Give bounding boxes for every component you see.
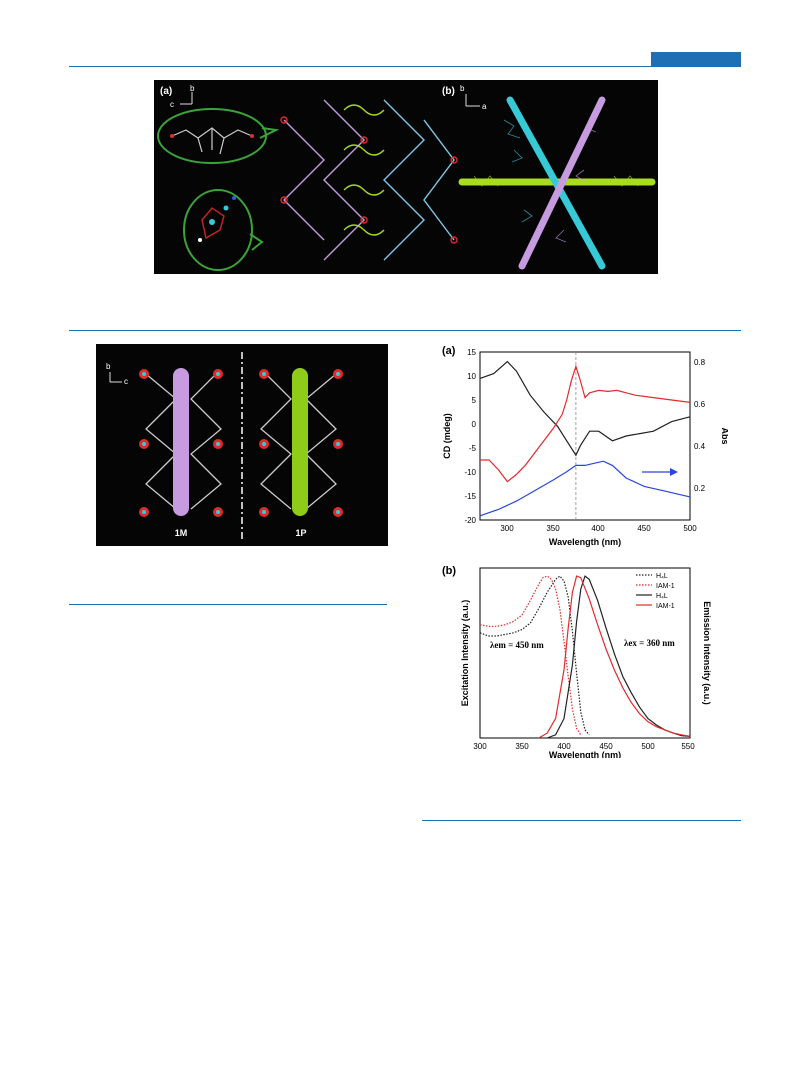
channel-rods [458, 96, 656, 270]
ligand-molecule [170, 127, 254, 155]
chart-a-ytick: 15 [467, 348, 476, 357]
chart-b-xtick: 450 [599, 742, 613, 751]
label-1p: 1P [295, 528, 306, 538]
chart-b-xtick: 300 [473, 742, 487, 751]
axis-indicator-b [465, 94, 480, 107]
chart-b-frame [479, 567, 691, 739]
chart-a-frame [479, 351, 691, 521]
chart-b-series-iam1-emission [538, 575, 691, 739]
legend-item: H₄L [656, 593, 668, 600]
axis-label-a: a [482, 102, 487, 111]
chart-a-xlabel: Wavelength (nm) [549, 537, 621, 547]
rod-1p [292, 368, 308, 516]
chart-b-ylabel: Excitation Intensity (a.u.) [460, 600, 470, 707]
chart-a-ylabel: CD (mdeg) [442, 413, 452, 459]
chart-b-annotation-right: λex = 360 nm [624, 638, 675, 648]
chart-b-xtick: 400 [557, 742, 571, 751]
chart-b-ylabel-right: Emission Intensity (a.u.) [702, 601, 712, 705]
helix-1p [260, 373, 337, 510]
chart-a-ytick: 0 [472, 420, 477, 429]
section-rule-top [69, 330, 741, 331]
chart-a-ytick-right: 0.6 [694, 400, 706, 409]
cd-spectrum-chart: (a) 300 350 400 450 500 -20 -15 -10 -5 0… [442, 345, 728, 547]
chart-a-xtick: 300 [500, 524, 514, 533]
chart-b-legend: H₄L IAM-1 H₄L IAM-1 [636, 573, 675, 610]
axis-label-b-2: b [460, 84, 465, 93]
channel-framework [473, 119, 639, 243]
chart-a-ytick: 10 [467, 372, 476, 381]
chart-b-xlabel: Wavelength (nm) [549, 750, 621, 758]
chart-b-xtick: 550 [681, 742, 695, 751]
helix-1m [145, 373, 222, 510]
luminescence-chart: (b) 300 350 400 450 500 550 Wavelength (… [442, 565, 712, 758]
chart-a-ylabel-right: Abs [720, 427, 728, 444]
chart-a-arrow [642, 468, 678, 476]
chart-b-xtick: 350 [515, 742, 529, 751]
chart-a-xtick: 450 [637, 524, 651, 533]
framework-lattice [280, 99, 458, 261]
clusters-1p [259, 369, 343, 517]
clusters-1m [139, 369, 223, 517]
axis-label-b-3: b [106, 362, 111, 371]
chart-a-ytick: -15 [464, 492, 476, 501]
helix-figure-2: b c 1M 1P [96, 344, 388, 546]
chart-a-ytick-right: 0.8 [694, 358, 706, 367]
axis-indicator-a [180, 92, 193, 105]
chart-a-y-ticks: -20 -15 -10 -5 0 5 10 15 [464, 348, 476, 525]
structure-figure-1: (a) b c [154, 80, 658, 274]
callout-cluster [183, 189, 253, 271]
chart-b-panel-label: (b) [442, 565, 456, 577]
chart-a-ytick: -10 [464, 468, 476, 477]
chart-a-ytick: 5 [472, 396, 477, 405]
metal-cluster [198, 196, 236, 242]
chart-b-x-ticks: 300 350 400 450 500 550 [473, 742, 695, 751]
chart-a-panel-label: (a) [442, 345, 456, 357]
chart-a-x-ticks: 300 350 400 450 500 [500, 524, 697, 533]
chart-a-ytick-right: 0.2 [694, 484, 706, 493]
chart-b-series-iam1-excitation [479, 575, 582, 736]
panel-b-label: (b) [442, 86, 455, 97]
chart-a-y-ticks-right: 0.2 0.4 0.6 0.8 [694, 358, 706, 493]
label-1m: 1M [175, 528, 188, 538]
chart-a-series-black [479, 360, 691, 457]
chart-b-xtick: 500 [641, 742, 655, 751]
header-rule [69, 66, 741, 67]
chart-a-series-blue [479, 460, 691, 517]
chart-a-series-red [480, 364, 691, 483]
axis-label-c-2: c [124, 377, 128, 386]
section-rule-left [69, 604, 387, 605]
chart-a-xtick: 400 [591, 524, 605, 533]
axis-indicator-2 [109, 372, 122, 383]
chart-b-annotation-left: λem = 450 nm [490, 640, 544, 650]
legend-item: IAM-1 [656, 583, 675, 590]
rod-1m [173, 368, 189, 516]
section-rule-right [422, 820, 741, 821]
legend-item: IAM-1 [656, 603, 675, 610]
legend-item: H₄L [656, 573, 668, 580]
chart-a-xtick: 350 [546, 524, 560, 533]
chart-a-ytick: -5 [469, 444, 477, 453]
panel-a-label: (a) [160, 86, 172, 97]
chart-a-ytick: -20 [464, 516, 476, 525]
chart-b-series-h4l-excitation [479, 575, 590, 736]
chart-a-xtick: 500 [683, 524, 697, 533]
axis-label-c: c [170, 100, 174, 109]
chart-a-ytick-right: 0.4 [694, 442, 706, 451]
header-tab [651, 52, 741, 66]
axis-label-b: b [190, 84, 195, 93]
